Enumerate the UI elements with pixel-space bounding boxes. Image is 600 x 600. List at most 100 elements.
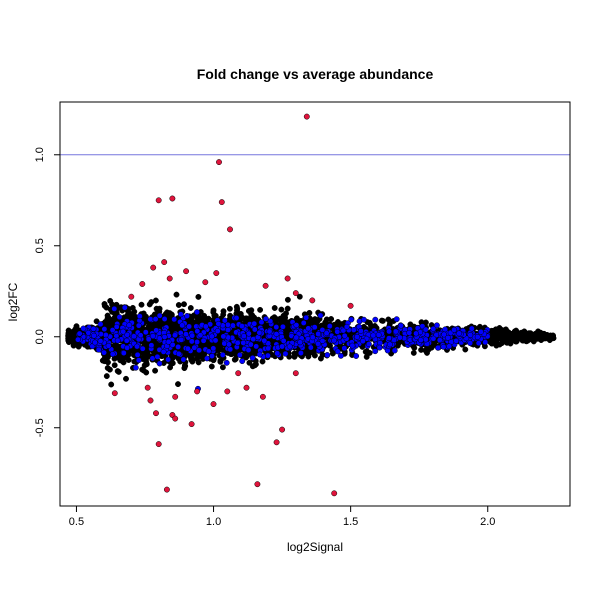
data-point: [370, 332, 377, 339]
data-point: [104, 315, 111, 322]
data-point: [155, 197, 162, 204]
data-point: [274, 350, 281, 357]
data-point: [245, 347, 252, 353]
data-point: [182, 363, 189, 369]
data-point: [305, 325, 312, 332]
data-point: [397, 322, 404, 329]
data-point: [112, 343, 119, 350]
data-point: [214, 328, 221, 334]
data-point: [422, 336, 429, 343]
data-point: [474, 334, 481, 340]
data-point: [349, 342, 356, 349]
data-point: [165, 356, 172, 363]
data-point: [210, 345, 217, 352]
data-point: [161, 316, 168, 322]
data-point: [101, 301, 108, 307]
data-point: [239, 358, 246, 365]
x-axis-label: log2Signal: [287, 540, 343, 554]
data-point: [234, 339, 241, 346]
data-point: [72, 325, 79, 332]
data-point: [540, 333, 547, 340]
data-point: [393, 316, 400, 323]
data-point: [442, 326, 449, 333]
data-point: [111, 305, 118, 312]
data-point: [477, 328, 484, 335]
data-point: [111, 362, 118, 369]
data-point: [366, 319, 373, 326]
data-point: [525, 334, 532, 341]
data-point: [343, 323, 350, 330]
data-point: [386, 318, 393, 325]
data-point: [105, 359, 111, 366]
data-point: [169, 195, 176, 202]
data-point: [319, 337, 326, 344]
data-point: [350, 326, 357, 333]
data-point: [183, 331, 189, 338]
data-point: [114, 337, 121, 344]
data-point: [113, 310, 120, 317]
data-point: [261, 337, 268, 344]
data-point: [188, 421, 195, 428]
data-point: [300, 319, 307, 326]
data-point: [137, 332, 144, 339]
data-point: [101, 349, 107, 356]
data-point: [535, 328, 542, 335]
data-point: [204, 355, 210, 362]
data-point: [418, 346, 425, 353]
data-point: [396, 334, 403, 341]
data-point: [248, 307, 255, 314]
data-point: [253, 343, 260, 350]
data-point: [353, 353, 360, 359]
data-point: [169, 341, 176, 348]
data-point: [378, 317, 385, 324]
data-point: [219, 364, 226, 371]
data-point: [107, 297, 114, 304]
data-point: [93, 318, 100, 325]
x-tick-label: 1.0: [206, 516, 221, 528]
data-point: [292, 370, 299, 377]
data-point: [181, 301, 187, 308]
data-point: [202, 279, 209, 286]
data-point: [284, 275, 291, 282]
data-point: [372, 316, 379, 323]
data-point: [233, 315, 240, 321]
data-point: [317, 355, 324, 362]
data-point: [76, 330, 83, 337]
data-point: [187, 305, 194, 311]
data-point: [215, 320, 222, 327]
data-point: [149, 355, 156, 362]
data-point: [406, 329, 413, 336]
data-point: [331, 337, 338, 344]
data-point: [180, 356, 187, 363]
data-point: [236, 352, 243, 358]
data-point: [240, 333, 247, 340]
data-point: [259, 358, 266, 365]
data-point: [446, 343, 453, 350]
y-tick-label: -0.5: [34, 418, 46, 437]
data-point: [123, 375, 129, 382]
data-point: [467, 332, 474, 338]
data-point: [232, 356, 239, 362]
data-point: [273, 331, 280, 338]
data-point: [108, 381, 115, 388]
data-point: [121, 304, 128, 311]
data-point: [467, 340, 474, 347]
data-point: [424, 349, 430, 356]
data-point: [225, 334, 232, 341]
data-point: [165, 338, 172, 345]
data-point: [109, 327, 116, 334]
data-point: [217, 357, 224, 364]
data-point: [145, 336, 152, 343]
data-point: [91, 332, 97, 339]
data-point: [262, 315, 269, 322]
data-point: [194, 339, 201, 345]
data-point: [75, 336, 81, 343]
data-point: [309, 334, 316, 341]
data-point: [334, 328, 341, 335]
data-point: [202, 323, 209, 330]
data-point: [392, 328, 399, 335]
data-point: [251, 320, 258, 327]
data-point: [225, 326, 231, 333]
data-point: [221, 317, 228, 324]
data-point: [391, 337, 398, 344]
